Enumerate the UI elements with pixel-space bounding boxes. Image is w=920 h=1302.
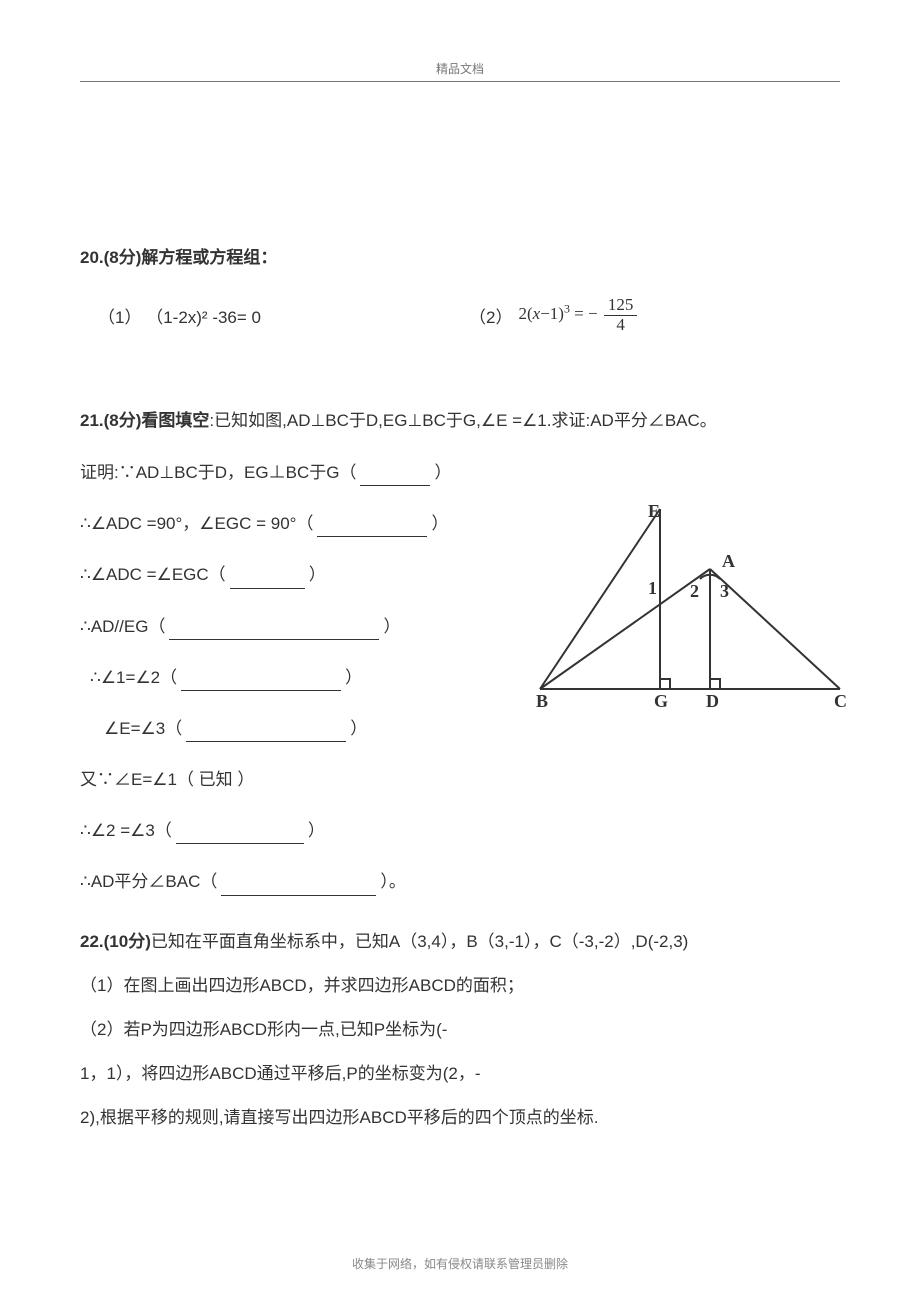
right-angle-d [710, 679, 720, 689]
proof-post-7: ） [308, 817, 325, 844]
label-1: 1 [648, 578, 657, 598]
proof-blank-2 [230, 570, 305, 589]
q20-eq1-label: （1） [98, 308, 141, 327]
proof-blank-1 [317, 519, 427, 538]
q22-heading: 22.(10分)已知在平面直角坐标系中，已知A（3,4），B（3,-1），C（-… [80, 920, 840, 964]
proof-post-8: ）。 [380, 868, 406, 895]
q22-line3: 1，1），将四边形ABCD通过平移后,P的坐标变为(2，- [80, 1052, 840, 1096]
proof-blank-0 [360, 467, 430, 486]
q20-heading: 20.(8分)解方程或方程组： [80, 242, 840, 274]
q20-eq2-expr: 2(x−1)3 = − 125 4 [518, 296, 637, 334]
proof-pre-8: ∴AD平分∠BAC（ [80, 868, 217, 895]
proof-blank-8 [221, 877, 376, 896]
proof-line-5: ∠E=∠3（ ） [80, 715, 840, 742]
q20-eq2-prefix: 2( [518, 304, 532, 323]
label-a: A [722, 551, 735, 571]
q20-eq2: （2） 2(x−1)3 = − 125 4 [469, 296, 840, 334]
label-b: B [536, 691, 548, 711]
proof-pre-1: ∴∠ADC =90°，∠EGC = 90°（ [80, 510, 313, 537]
header-label: 精品文档 [80, 60, 840, 77]
proof-pre-6: 又∵∠E=∠1（ 已知 ） [80, 766, 254, 793]
proof-pre-0: 证明:∵AD⊥BC于D，EG⊥BC于G（ [80, 459, 356, 486]
label-e: E [648, 501, 660, 521]
q22: 22.(10分)已知在平面直角坐标系中，已知A（3,4），B（3,-1），C（-… [80, 920, 840, 1141]
q21-proof: 证明:∵AD⊥BC于D，EG⊥BC于G（ ） ∴∠ADC =90°，∠EGC = 9… [80, 459, 840, 896]
proof-line-6: 又∵∠E=∠1（ 已知 ） [80, 766, 840, 793]
q21-heading: 21.(8分)看图填空:已知如图,AD⊥BC于D,EG⊥BC于G,∠E =∠1.… [80, 405, 840, 437]
q20-eq2-label: （2） [469, 303, 512, 328]
line-ba [540, 569, 710, 689]
proof-line-0: 证明:∵AD⊥BC于D，EG⊥BC于G（ ） [80, 459, 840, 486]
q22-rest: 已知在平面直角坐标系中，已知A（3,4），B（3,-1），C（-3,-2）,D(… [151, 932, 688, 951]
proof-blank-4 [181, 672, 341, 691]
proof-post-1: ） [431, 510, 448, 537]
right-angle-g [660, 679, 670, 689]
proof-blank-3 [169, 621, 379, 640]
footer-text: 收集于网络，如有侵权请联系管理员删除 [0, 1255, 920, 1272]
proof-pre-5: ∠E=∠3（ [104, 715, 182, 742]
q21-bold: 21.(8分)看图填空 [80, 411, 209, 430]
q20-bold: 20.(8分)解方程或方程组： [80, 248, 277, 267]
proof-post-0: ） [434, 459, 451, 486]
proof-pre-4: ∴∠1=∠2（ [90, 664, 177, 691]
label-2: 2 [690, 581, 699, 601]
proof-blank-5 [186, 723, 346, 742]
header-rule [80, 81, 840, 82]
label-d: D [706, 691, 719, 711]
proof-post-3: ） [383, 613, 400, 640]
proof-pre-3: ∴AD//EG（ [80, 613, 165, 640]
proof-line-7: ∴∠2 =∠3（ ） [80, 817, 840, 844]
label-3: 3 [720, 581, 729, 601]
line-be [540, 509, 660, 689]
q22-line1: （1）在图上画出四边形ABCD，并求四边形ABCD的面积； [80, 964, 840, 1008]
page: 精品文档 20.(8分)解方程或方程组： （1） （1-2x)² -36= 0 … [0, 0, 920, 1302]
q20-eq2-num: 125 [604, 296, 638, 316]
label-c: C [834, 691, 847, 711]
proof-post-2: ） [309, 561, 326, 588]
q20-eq2-den: 4 [612, 316, 629, 335]
q20-equations: （1） （1-2x)² -36= 0 （2） 2(x−1)3 = − 125 4 [80, 296, 840, 334]
line-ca [710, 569, 840, 689]
label-g: G [654, 691, 668, 711]
proof-blank-7 [176, 826, 304, 845]
q21-diagram: E A B G D C 1 2 3 [530, 499, 850, 719]
q22-line4: 2),根据平移的规则,请直接写出四边形ABCD平移后的四个顶点的坐标. [80, 1096, 840, 1140]
q20-eq2-frac: 125 4 [604, 296, 638, 334]
q20-eq2-mid: −1) [540, 304, 564, 323]
proof-pre-7: ∴∠2 =∠3（ [80, 817, 172, 844]
q20-eq1: （1） （1-2x)² -36= 0 [80, 303, 469, 328]
proof-post-5: ） [350, 715, 367, 742]
q22-bold: 22.(10分) [80, 932, 151, 951]
proof-line-8: ∴AD平分∠BAC（ ）。 [80, 868, 840, 895]
q20-eq2-eq: = − [570, 304, 598, 323]
q21-rest: :已知如图,AD⊥BC于D,EG⊥BC于G,∠E =∠1.求证:AD平分∠BAC… [209, 411, 716, 430]
q22-line2: （2）若P为四边形ABCD形内一点,已知P坐标为(- [80, 1008, 840, 1052]
q20-eq1-body: （1-2x)² -36= 0 [146, 308, 261, 327]
proof-post-4: ） [345, 664, 362, 691]
proof-pre-2: ∴∠ADC =∠EGC（ [80, 561, 226, 588]
